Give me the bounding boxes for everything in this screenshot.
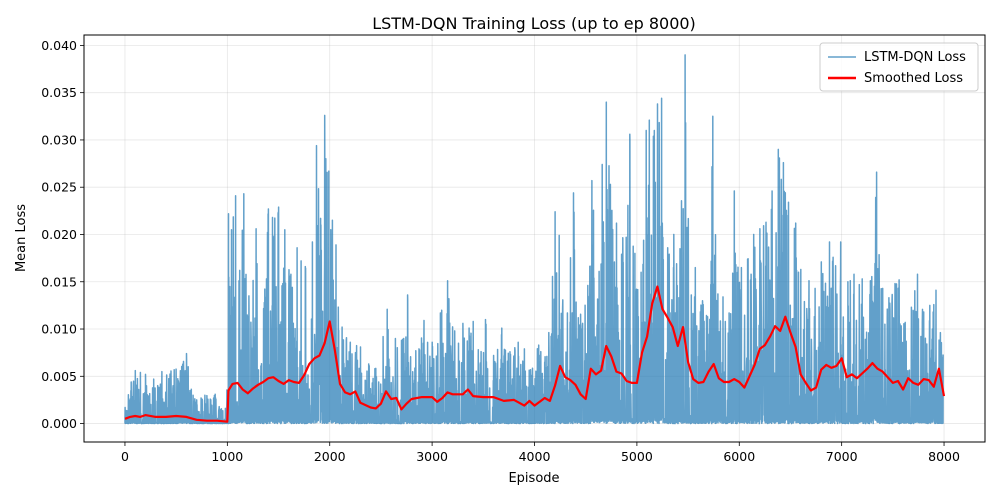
legend-label-smoothed: Smoothed Loss (864, 71, 963, 86)
y-axis: 0.000 0.005 0.010 0.015 0.020 0.025 0.030 0.035… (41, 38, 84, 431)
series-smoothed-loss (124, 285, 946, 423)
y-axis-label: Mean Loss (14, 204, 29, 272)
x-tick-label: 0 (121, 449, 129, 464)
legend: LSTM-DQN Loss Smoothed Loss (819, 42, 979, 92)
x-tick-label: 1000 (211, 449, 243, 464)
legend-box (819, 42, 979, 92)
y-tick-label: 0.020 (41, 227, 77, 242)
y-tick-label: 0.000 (41, 416, 77, 431)
y-tick-label: 0.005 (41, 369, 77, 384)
x-axis-label: Episode (508, 471, 559, 486)
x-tick-label: 5000 (621, 449, 653, 464)
y-tick-label: 0.025 (41, 180, 77, 195)
x-tick-label: 4000 (519, 449, 551, 464)
y-tick-label: 0.010 (41, 322, 77, 337)
x-tick-label: 7000 (826, 449, 858, 464)
x-tick-label: 6000 (723, 449, 755, 464)
y-tick-label: 0.035 (41, 85, 77, 100)
y-tick-label: 0.015 (41, 274, 77, 289)
chart-title: LSTM-DQN Training Loss (up to ep 8000) (372, 14, 696, 33)
plot-area (124, 54, 946, 425)
x-tick-label: 3000 (416, 449, 448, 464)
x-tick-label: 2000 (314, 449, 346, 464)
x-axis: 0 1000 2000 3000 4000 5000 6000 7000 8000 (121, 442, 960, 464)
y-tick-label: 0.030 (41, 132, 77, 147)
y-tick-label: 0.040 (41, 38, 77, 53)
x-tick-label: 8000 (928, 449, 960, 464)
legend-label-loss: LSTM-DQN Loss (864, 50, 966, 65)
